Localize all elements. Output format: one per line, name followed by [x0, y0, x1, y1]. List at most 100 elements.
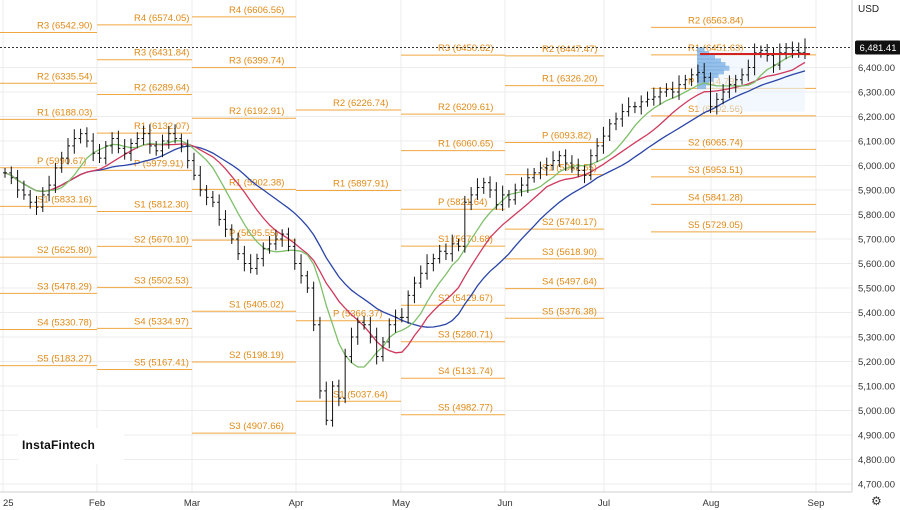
candle [658, 87, 663, 105]
pivot-label: S5 (5729.05) [688, 220, 743, 231]
candle [242, 245, 247, 272]
y-tick-label: 5,000.00 [858, 406, 895, 417]
y-tick-label: 6,200.00 [858, 112, 895, 123]
candle [488, 176, 493, 198]
pivot-label: S4 (5497.64) [542, 277, 597, 288]
candle [632, 101, 637, 114]
pivot-label: S2 (6065.74) [688, 137, 743, 148]
x-tick-label: May [392, 498, 410, 509]
pivot-label: S4 (5330.78) [37, 317, 92, 328]
pivot-label: R2 (6335.54) [37, 71, 92, 82]
candle [103, 141, 108, 165]
candle [525, 168, 530, 193]
candle [771, 47, 776, 73]
candle [387, 318, 392, 349]
candle [380, 337, 385, 362]
candle [84, 127, 89, 148]
candle [595, 138, 600, 163]
candle [330, 381, 335, 427]
candle [664, 83, 669, 97]
gear-icon[interactable]: ⚙ [871, 494, 882, 508]
pivot-label: S3 (5478.29) [37, 281, 92, 292]
candle [122, 139, 127, 160]
pivot-label: S4 (5841.28) [688, 192, 743, 203]
moving-averages [4, 52, 806, 368]
x-tick-label: Jun [497, 498, 512, 509]
pivot-label: P (6093.82) [542, 131, 591, 142]
candle [645, 91, 650, 107]
candle [683, 74, 688, 90]
candle [72, 129, 77, 154]
candle [519, 177, 524, 197]
candle [506, 190, 511, 208]
candle [154, 141, 159, 156]
candle [97, 143, 102, 164]
pivot-label: R2 (6289.64) [134, 83, 189, 94]
volume-profile-bar [697, 76, 714, 82]
volume-profile-bar [697, 65, 730, 71]
candle [670, 81, 675, 99]
candle [431, 253, 436, 272]
y-tick-label: 4,900.00 [858, 431, 895, 442]
pivot-label: S5 (4982.77) [438, 403, 493, 414]
candle [317, 316, 322, 399]
y-tick-label: 5,200.00 [858, 357, 895, 368]
x-tick-label: Feb [89, 498, 105, 509]
candle [267, 236, 272, 254]
pivot-label: P (5695.55) [229, 228, 278, 239]
pivot-label: S5 (5167.41) [134, 357, 189, 368]
pivot-label: S3 (5618.90) [542, 247, 597, 258]
volume-profile-bar [697, 84, 706, 90]
candle [714, 92, 719, 115]
candle [374, 327, 379, 365]
candle [399, 308, 404, 323]
candle [494, 182, 499, 210]
candle [47, 175, 52, 202]
candle [128, 138, 133, 162]
pivot-label: S5 (5183.27) [37, 354, 92, 365]
candle [336, 379, 341, 407]
candle [569, 155, 574, 173]
candle [3, 167, 7, 178]
pivot-label: R1 (6326.20) [542, 74, 597, 85]
candle [305, 270, 310, 293]
candle [362, 315, 367, 330]
candle [248, 254, 253, 274]
candle [135, 132, 140, 149]
candle [311, 281, 316, 332]
pivot-label: S3 (5280.71) [438, 330, 493, 341]
candle [223, 210, 228, 238]
candle [198, 165, 203, 197]
candle [349, 327, 354, 363]
current-price-badge [855, 40, 900, 55]
volume-profile-bar [697, 47, 705, 53]
pivot-label: R1 (6451.63) [688, 43, 743, 54]
pivot-label: S1 (5812.30) [134, 199, 189, 210]
candle [141, 125, 146, 145]
candle [746, 59, 751, 82]
candle [513, 183, 518, 205]
current-price-label: 6,481.41 [860, 43, 897, 54]
volume-profile-bar [697, 73, 719, 79]
y-tick-label: 6,400.00 [858, 63, 895, 74]
y-tick-label: 5,300.00 [858, 333, 895, 344]
x-tick-label: Aug [703, 498, 720, 509]
candle [582, 165, 587, 184]
x-tick-label: Apr [289, 498, 304, 509]
candle [626, 97, 631, 117]
candle [147, 124, 152, 154]
currency-label[interactable]: USD [858, 4, 880, 15]
candle [173, 124, 178, 144]
volume-profile-bar [697, 54, 715, 60]
volume-profile-bar [697, 62, 726, 68]
pivot-label: S4 (5131.74) [438, 366, 493, 377]
volume-profile-bar [697, 69, 724, 75]
candle [544, 157, 549, 176]
volume-profile [697, 47, 805, 112]
candle [651, 87, 656, 106]
candle [469, 187, 474, 211]
current-price: 6,481.41 [0, 40, 900, 56]
candle [368, 316, 373, 344]
candle [695, 64, 700, 83]
